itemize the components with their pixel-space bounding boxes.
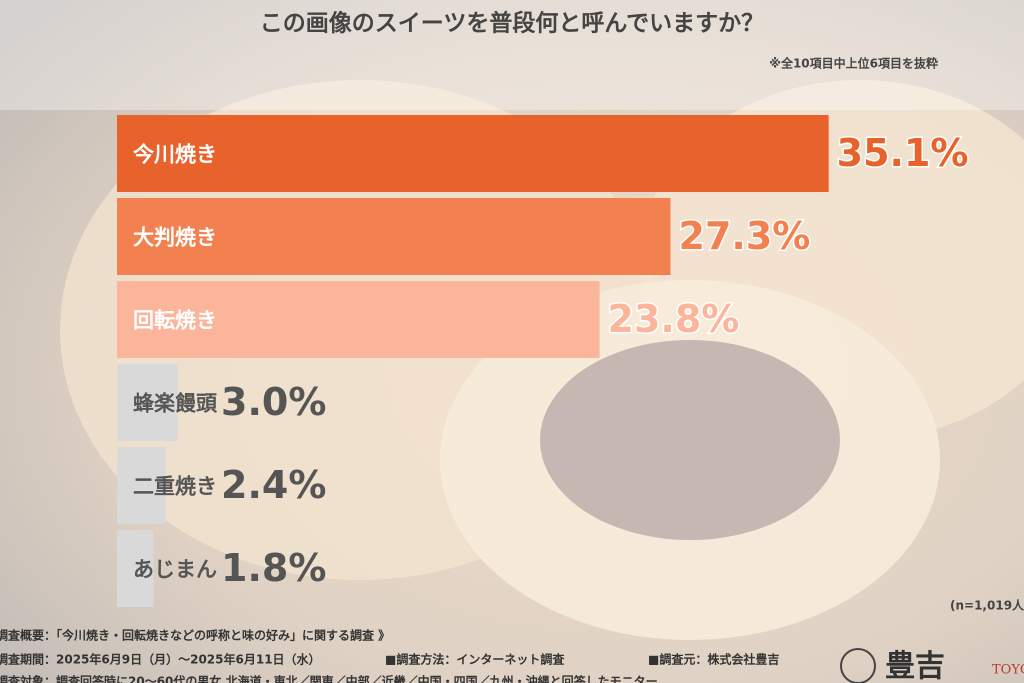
- category-label: 回転焼き: [133, 309, 217, 333]
- footer: ■調査方法：インターネット調査: [385, 652, 565, 667]
- bar: [117, 447, 166, 524]
- category-label: 二重焼き: [133, 475, 217, 499]
- logo-en: TOYO: [992, 663, 1024, 678]
- logo-mark: [840, 648, 876, 683]
- value-label: 35.1%: [837, 131, 969, 175]
- value-label: 3.0%: [221, 380, 326, 424]
- note: ※全10項目中上位6項目を抜粋: [769, 56, 938, 71]
- bar: [117, 364, 178, 441]
- category-label: 大判焼き: [133, 226, 217, 250]
- value-label: 27.3%: [679, 214, 811, 258]
- footer: 調査対象：調査回答時に20〜60代の男女 北海道・東北／関東／中部／近畿／中国・…: [0, 674, 658, 683]
- value-label: 1.8%: [221, 546, 326, 590]
- category-label: 今川焼き: [133, 143, 217, 167]
- chart-title: この画像のスイーツを普段何と呼んでいますか？: [260, 10, 764, 37]
- bar: [117, 530, 154, 607]
- overlay: [0, 0, 1024, 110]
- footer: ■調査元：株式会社豊吉: [648, 652, 779, 667]
- logo: 豊吉: [885, 649, 945, 683]
- category-label: 蜂楽饅頭: [133, 392, 218, 416]
- bar: [117, 198, 671, 275]
- footer: 調査期間：2025年6月9日（月）〜2025年6月11日（水）: [0, 652, 321, 667]
- value-label: 2.4%: [221, 463, 326, 507]
- bar: [117, 281, 600, 358]
- bar: [117, 115, 829, 192]
- category-label: あじまん: [133, 558, 217, 582]
- sample-size: (n=1,019人: [950, 598, 1024, 613]
- value-label: 23.8%: [608, 297, 740, 341]
- footer: 調査概要：「今川焼き・回転焼きなどの呼称と味の好み」に関する調査 》: [0, 628, 390, 643]
